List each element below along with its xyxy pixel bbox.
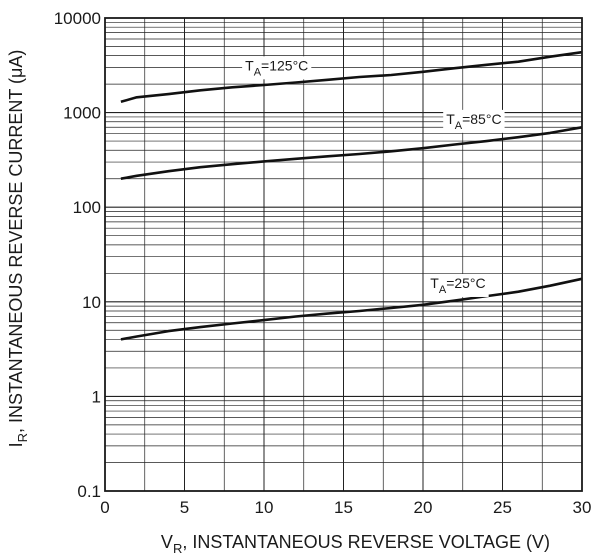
curve-label-rest: =125°C (261, 57, 308, 73)
curve-label-background (427, 273, 489, 297)
x-tick-label: 25 (493, 498, 512, 517)
curve-label-main: T (245, 57, 254, 73)
curve-label-subscript: A (439, 284, 447, 296)
y-tick-label: 100 (73, 198, 101, 217)
curve-label-rest: =85°C (462, 111, 501, 127)
y-tick-label: 10 (82, 293, 101, 312)
curve-label-text: TA=85°C (446, 111, 501, 132)
y-axis-title: IR, INSTANTANEOUS REVERSE CURRENT (μA) (6, 50, 30, 448)
y-tick-label: 1 (92, 387, 101, 406)
tick-labels: 0 5 10 15 20 25 30 0.1 1 10 100 1000 10000 (54, 9, 592, 517)
y-axis-title-rest: , INSTANTANEOUS REVERSE CURRENT (μA) (6, 50, 26, 433)
curve-label-rest: =25°C (446, 275, 485, 291)
curve-label-background (443, 109, 505, 133)
y-tick-label: 0.1 (77, 482, 101, 501)
curve-labels: TA=125°CTA=85°CTA=25°C (242, 56, 505, 297)
x-axis-title-prefix: V (161, 532, 173, 552)
curve-label-main: T (446, 111, 455, 127)
curve-label-0: TA=125°C (242, 56, 312, 80)
curve-label-text: TA=125°C (245, 57, 308, 78)
curve-label-main: T (430, 275, 439, 291)
curve-label-text: TA=25°C (430, 275, 485, 296)
x-tick-label: 30 (573, 498, 592, 517)
curve-1 (120, 126, 583, 180)
curve-label-subscript: A (455, 120, 463, 132)
curve-0 (120, 50, 583, 104)
y-tick-label: 10000 (54, 9, 101, 28)
curves (120, 50, 583, 341)
plot-frame (104, 17, 583, 492)
curve-label-background (242, 56, 312, 80)
x-tick-label: 0 (100, 498, 109, 517)
y-axis-title-subscript: R (15, 433, 30, 442)
x-tick-label: 20 (414, 498, 433, 517)
x-tick-label: 15 (334, 498, 353, 517)
x-tick-label: 10 (255, 498, 274, 517)
curve-label-2: TA=25°C (427, 273, 489, 297)
x-axis-title-subscript: R (173, 541, 182, 556)
curve-label-subscript: A (254, 66, 262, 78)
curve-2 (120, 277, 583, 341)
x-tick-label: 5 (180, 498, 189, 517)
x-axis-title: VR, INSTANTANEOUS REVERSE VOLTAGE (V) (161, 532, 550, 556)
y-axis-title-prefix: I (6, 442, 26, 447)
y-tick-label: 1000 (63, 104, 101, 123)
x-axis-title-rest: , INSTANTANEOUS REVERSE VOLTAGE (V) (182, 532, 550, 552)
curve-label-1: TA=85°C (443, 109, 505, 133)
